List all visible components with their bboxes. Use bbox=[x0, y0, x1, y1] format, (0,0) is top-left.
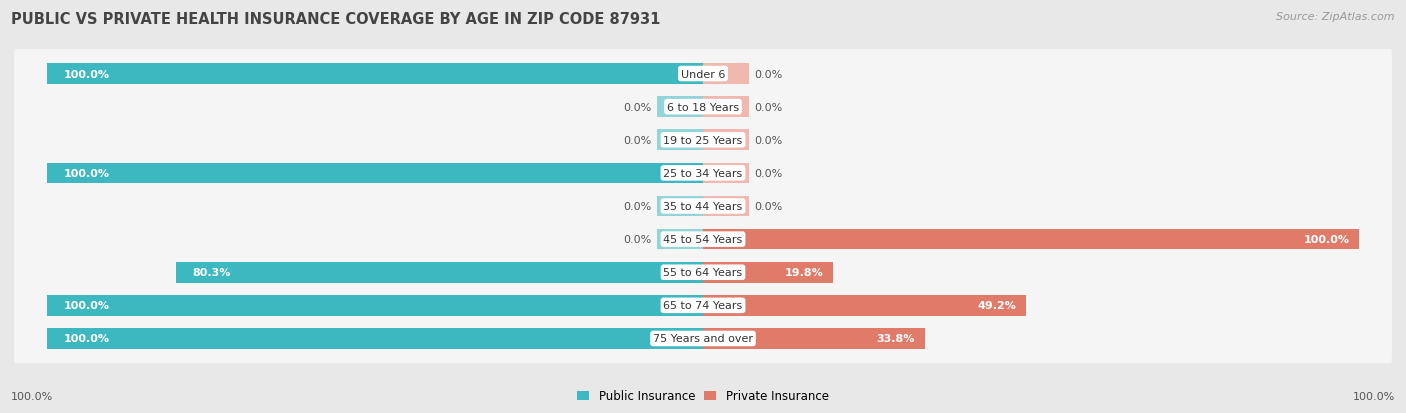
Bar bbox=[46, 163, 703, 184]
FancyBboxPatch shape bbox=[14, 242, 1392, 304]
FancyBboxPatch shape bbox=[14, 209, 1392, 271]
Bar bbox=[703, 163, 749, 184]
Bar bbox=[703, 196, 749, 217]
Text: 100.0%: 100.0% bbox=[11, 391, 53, 401]
FancyBboxPatch shape bbox=[14, 43, 1392, 105]
Text: 0.0%: 0.0% bbox=[754, 202, 782, 211]
FancyBboxPatch shape bbox=[14, 275, 1392, 337]
Text: 6 to 18 Years: 6 to 18 Years bbox=[666, 102, 740, 112]
Bar bbox=[703, 64, 749, 85]
FancyBboxPatch shape bbox=[14, 176, 1392, 237]
Text: 45 to 54 Years: 45 to 54 Years bbox=[664, 235, 742, 244]
Text: 100.0%: 100.0% bbox=[63, 301, 110, 311]
FancyBboxPatch shape bbox=[14, 142, 1392, 204]
Text: 0.0%: 0.0% bbox=[754, 69, 782, 79]
Bar bbox=[46, 328, 703, 349]
Text: 19 to 25 Years: 19 to 25 Years bbox=[664, 135, 742, 145]
Text: Under 6: Under 6 bbox=[681, 69, 725, 79]
FancyBboxPatch shape bbox=[14, 109, 1392, 171]
Legend: Public Insurance, Private Insurance: Public Insurance, Private Insurance bbox=[572, 385, 834, 407]
Text: 100.0%: 100.0% bbox=[63, 169, 110, 178]
Bar bbox=[657, 229, 703, 250]
Bar bbox=[703, 328, 925, 349]
Text: 55 to 64 Years: 55 to 64 Years bbox=[664, 268, 742, 278]
Bar bbox=[657, 196, 703, 217]
Text: 0.0%: 0.0% bbox=[624, 235, 652, 244]
Bar bbox=[703, 97, 749, 118]
Text: 0.0%: 0.0% bbox=[754, 169, 782, 178]
Text: 65 to 74 Years: 65 to 74 Years bbox=[664, 301, 742, 311]
Bar bbox=[703, 130, 749, 151]
Bar bbox=[176, 262, 703, 283]
Text: 0.0%: 0.0% bbox=[624, 135, 652, 145]
Text: Source: ZipAtlas.com: Source: ZipAtlas.com bbox=[1277, 12, 1395, 22]
Text: 0.0%: 0.0% bbox=[754, 102, 782, 112]
FancyBboxPatch shape bbox=[14, 308, 1392, 370]
Bar bbox=[703, 262, 832, 283]
Bar bbox=[703, 229, 1360, 250]
Bar bbox=[46, 295, 703, 316]
Text: 0.0%: 0.0% bbox=[754, 135, 782, 145]
Text: 100.0%: 100.0% bbox=[1353, 391, 1395, 401]
Text: 100.0%: 100.0% bbox=[63, 334, 110, 344]
Text: 75 Years and over: 75 Years and over bbox=[652, 334, 754, 344]
Bar bbox=[46, 64, 703, 85]
Text: 33.8%: 33.8% bbox=[876, 334, 915, 344]
Text: 49.2%: 49.2% bbox=[977, 301, 1017, 311]
Text: 100.0%: 100.0% bbox=[1303, 235, 1350, 244]
Bar bbox=[657, 97, 703, 118]
FancyBboxPatch shape bbox=[14, 76, 1392, 138]
Text: 0.0%: 0.0% bbox=[624, 102, 652, 112]
Text: 35 to 44 Years: 35 to 44 Years bbox=[664, 202, 742, 211]
Text: 19.8%: 19.8% bbox=[785, 268, 823, 278]
Bar bbox=[703, 295, 1026, 316]
Text: 100.0%: 100.0% bbox=[63, 69, 110, 79]
Text: PUBLIC VS PRIVATE HEALTH INSURANCE COVERAGE BY AGE IN ZIP CODE 87931: PUBLIC VS PRIVATE HEALTH INSURANCE COVER… bbox=[11, 12, 661, 27]
Text: 25 to 34 Years: 25 to 34 Years bbox=[664, 169, 742, 178]
Text: 0.0%: 0.0% bbox=[624, 202, 652, 211]
Text: 80.3%: 80.3% bbox=[193, 268, 231, 278]
Bar bbox=[657, 130, 703, 151]
